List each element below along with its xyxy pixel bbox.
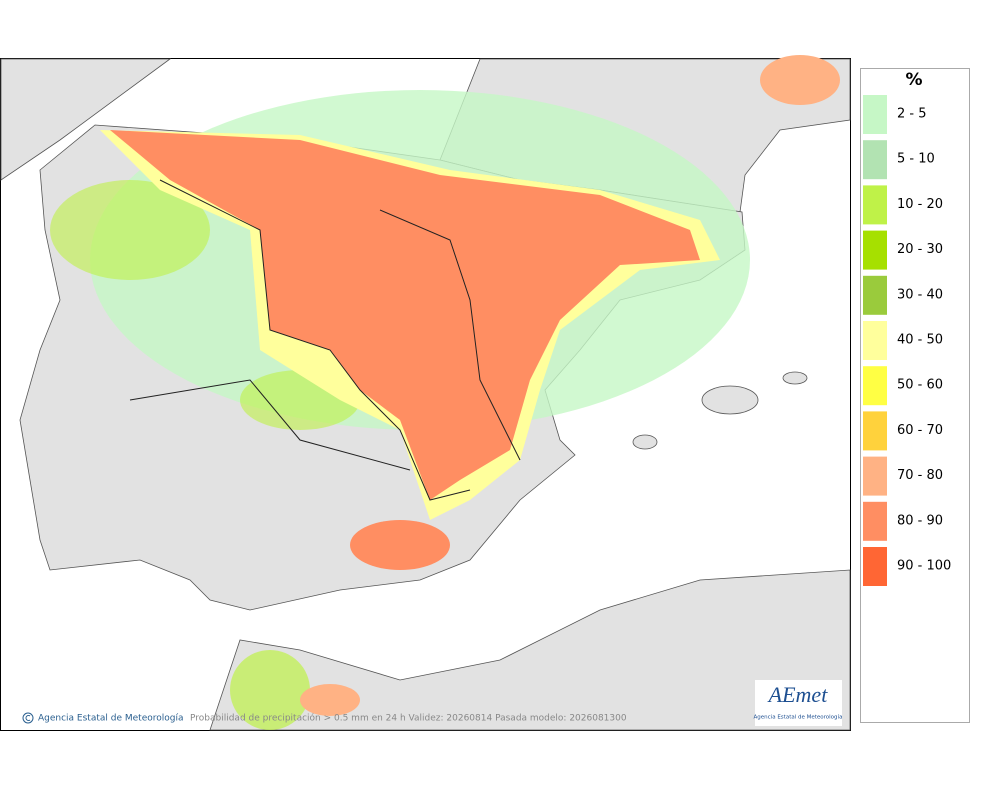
region-border <box>379 209 521 461</box>
legend-label: 70 - 80 <box>897 468 943 483</box>
region-border <box>129 379 411 471</box>
field-high <box>350 520 450 570</box>
legend-label: 2 - 5 <box>897 107 927 122</box>
field-high <box>110 130 700 500</box>
credit: Agencia Estatal de Meteorología <box>38 714 184 724</box>
legend-label: 90 - 100 <box>897 559 951 574</box>
legend-swatch <box>863 185 887 225</box>
legend-label: 5 - 10 <box>897 152 935 167</box>
legend-label: 50 - 60 <box>897 378 943 393</box>
field-high <box>300 684 360 716</box>
legend-swatch <box>863 321 887 360</box>
legend-swatch <box>863 275 887 315</box>
legend-swatch <box>863 501 887 541</box>
legend-label: 60 - 70 <box>897 423 943 438</box>
field-high <box>760 55 840 105</box>
logo: AEmet <box>767 682 829 707</box>
copyright-icon <box>25 715 31 721</box>
logo-subtitle: Agencia Estatal de Meteorología <box>754 714 843 721</box>
legend-label: 80 - 90 <box>897 513 943 528</box>
legend-swatch <box>863 140 887 180</box>
field-green <box>230 650 310 730</box>
field-green <box>50 180 210 280</box>
copyright-icon <box>22 712 34 724</box>
legend-label: 10 - 20 <box>897 197 943 212</box>
legend-label: 30 - 40 <box>897 287 943 302</box>
legend-swatch <box>863 366 887 406</box>
africa <box>209 569 851 731</box>
legend-swatch <box>863 230 887 270</box>
legend-title: % <box>905 70 922 90</box>
mallorca <box>701 385 759 415</box>
ocean-land <box>0 58 172 181</box>
legend-label: 20 - 30 <box>897 242 943 257</box>
legend-items: 2 - 5 5 - 10 10 - 20 20 - 30 30 - 40 40 - 50 5… <box>863 95 951 586</box>
legend-swatch <box>863 456 887 496</box>
legend-swatch <box>863 411 887 451</box>
legend-swatch <box>863 547 887 586</box>
ibiza <box>632 434 658 450</box>
caption: Probabilidad de precipitación > 0.5 mm e… <box>190 713 627 724</box>
menorca <box>782 371 808 385</box>
logo-box <box>755 680 842 726</box>
region-border <box>159 179 471 501</box>
legend-swatch <box>863 95 887 134</box>
borders <box>129 179 521 501</box>
legend-label: 40 - 50 <box>897 333 943 348</box>
